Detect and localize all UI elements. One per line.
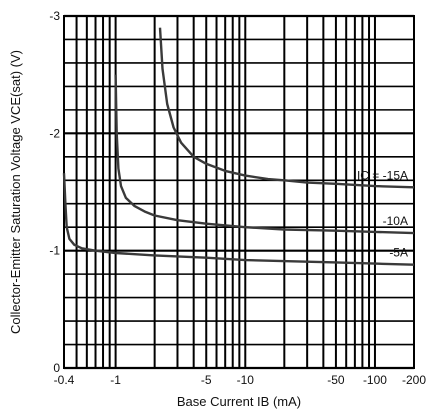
grid bbox=[63, 14, 415, 370]
series-line bbox=[114, 74, 415, 235]
x-tick-label: -100 bbox=[363, 373, 387, 387]
x-tick-label: -10 bbox=[237, 373, 255, 387]
series-layer bbox=[62, 27, 415, 266]
x-tick-label: -5 bbox=[201, 373, 212, 387]
tick-labels: -0.4 -1 -5 -10 -50 -100 -200 0 -1 -2 -3 bbox=[49, 9, 426, 387]
series-label: -10A bbox=[383, 214, 408, 228]
x-tick-label: -200 bbox=[402, 373, 426, 387]
y-tick-label: -2 bbox=[49, 126, 60, 140]
x-tick-label: -1 bbox=[110, 373, 121, 387]
series-label: IC = -15A bbox=[357, 168, 408, 182]
series-labels: IC = -15A -10A -5A bbox=[357, 168, 408, 259]
series-line bbox=[62, 173, 415, 266]
y-tick-label: 0 bbox=[53, 361, 60, 375]
y-axis-label: Collector-Emitter Saturation Voltage VCE… bbox=[8, 50, 23, 334]
x-tick-label: -50 bbox=[327, 373, 345, 387]
x-tick-label: -0.4 bbox=[54, 373, 75, 387]
y-tick-label: -1 bbox=[49, 244, 60, 258]
series-line bbox=[158, 27, 415, 189]
series-label: -5A bbox=[389, 246, 408, 260]
y-tick-label: -3 bbox=[49, 9, 60, 23]
x-axis-label: Base Current IB (mA) bbox=[177, 394, 301, 409]
